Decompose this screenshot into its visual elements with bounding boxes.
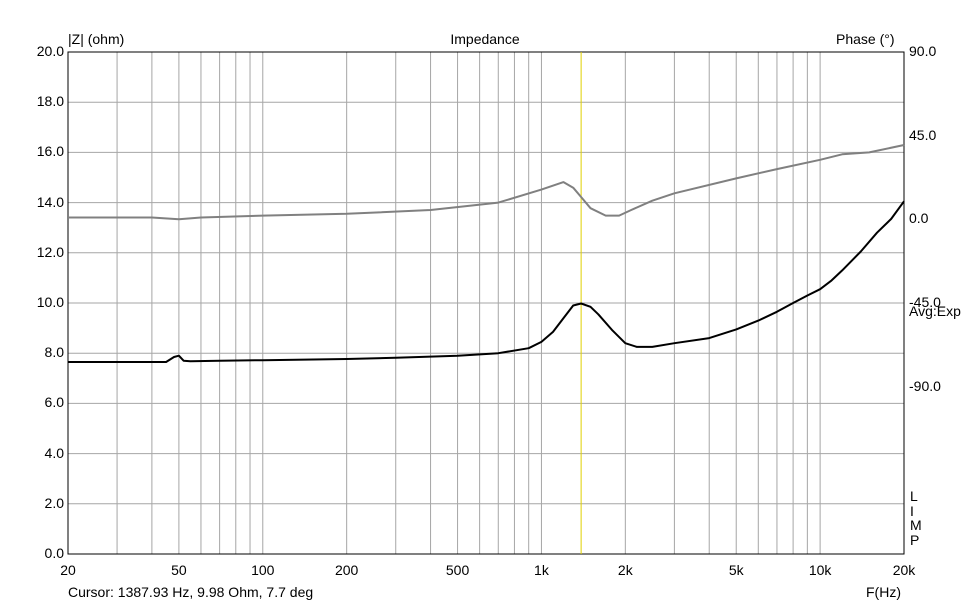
y2-axis-label: Phase (°) [836, 31, 895, 47]
x-tick-label: 20 [60, 562, 76, 578]
x-tick-label: 100 [251, 562, 275, 578]
grid-lines [68, 52, 904, 554]
y-tick-label: 16.0 [36, 143, 64, 160]
y-tick-label: 12.0 [36, 243, 64, 260]
cursor-readout: Cursor: 1387.93 Hz, 9.98 Ohm, 7.7 deg [68, 584, 314, 600]
y2-tick-label: 0.0 [909, 210, 929, 227]
phase-curve [68, 144, 905, 221]
y-tick-label: 8.0 [44, 344, 64, 361]
plot-frame [67, 51, 905, 555]
y2-tick-label: -45.0 [909, 294, 941, 310]
x-tick-label: 2k [617, 562, 633, 578]
impedance-curve [68, 200, 905, 363]
y-tick-label: 4.0 [44, 444, 64, 461]
y-axis-label: |Z| (ohm) [68, 31, 125, 47]
y-tick-label: 6.0 [44, 394, 64, 411]
x-tick-label: 50 [171, 562, 187, 578]
chart-title: Impedance [450, 31, 520, 47]
y-tick-label: 2.0 [44, 494, 64, 511]
y-tick-label: 10.0 [36, 294, 64, 310]
side-label-letter: L [910, 488, 918, 504]
x-tick-label: 1k [534, 562, 549, 578]
x-axis-label: F(Hz) [866, 584, 901, 600]
side-label-letter: P [910, 531, 920, 548]
x-tick-label: 5k [728, 562, 744, 578]
series-layer [68, 144, 905, 363]
x-tick-label: 10k [808, 562, 832, 578]
x-tick-label: 20k [892, 562, 916, 578]
y-tick-label: 20.0 [36, 43, 64, 59]
y2-tick-label: 45.0 [909, 126, 937, 143]
y-tick-label: 0.0 [44, 545, 64, 561]
y2-tick-label: -90.0 [909, 377, 941, 394]
side-label-letter: I [910, 502, 914, 519]
y2-tick-label: 90.0 [909, 43, 937, 59]
y-tick-label: 14.0 [36, 193, 64, 210]
x-tick-label: 200 [334, 562, 359, 578]
side-label-letter: M [910, 517, 922, 533]
x-tick-label: 500 [445, 562, 470, 578]
averaging-label: Avg:Exp [909, 303, 961, 319]
y-tick-label: 18.0 [36, 93, 64, 110]
